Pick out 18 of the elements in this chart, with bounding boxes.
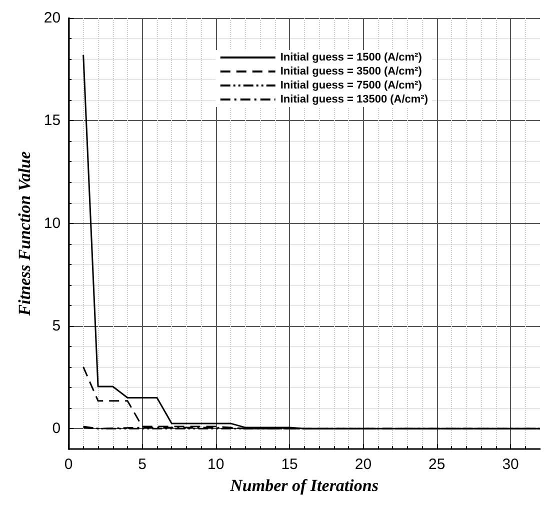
- x-tick-label: 20: [354, 456, 372, 474]
- legend-label: Initial guess = 13500 (A/cm²): [280, 94, 428, 106]
- y-axis-title: Fitness Function Value: [15, 150, 34, 317]
- y-tick-label: 5: [52, 317, 61, 334]
- legend-label: Initial guess = 7500 (A/cm²): [280, 80, 422, 92]
- y-tick-label: 15: [44, 112, 61, 130]
- x-tick-label: 25: [428, 456, 446, 474]
- y-tick-label: 10: [44, 214, 61, 232]
- y-tick-label: 20: [44, 10, 61, 26]
- x-tick-label: 10: [208, 456, 224, 474]
- y-tick-label: 0: [52, 420, 61, 438]
- x-tick-label: 0: [64, 456, 73, 474]
- x-axis-title: Number of Iterations: [229, 476, 379, 495]
- x-tick-label: 30: [502, 456, 519, 474]
- legend-label: Initial guess = 3500 (A/cm²): [280, 66, 422, 78]
- x-tick-label: 5: [138, 456, 146, 474]
- x-tick-label: 15: [281, 456, 298, 474]
- legend-label: Initial guess = 1500 (A/cm²): [280, 52, 422, 64]
